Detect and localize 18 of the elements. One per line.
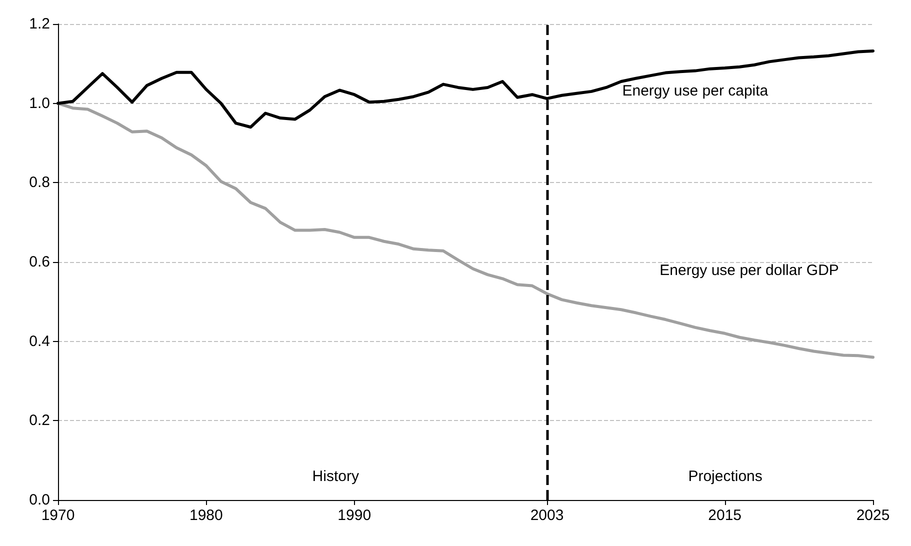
y-tick-label: 0.0: [29, 492, 50, 508]
y-tick-label: 1.0: [29, 94, 50, 112]
text: Energy use per dollar GDP: [660, 262, 839, 280]
series-label: Energy use per capita: [622, 82, 769, 100]
x-tick-label: 2003: [530, 507, 564, 524]
y-tick-label: 0.8: [29, 174, 50, 192]
x-tick-label: 1990: [338, 507, 372, 524]
annotation: History: [312, 468, 360, 486]
x-tick-label: 1970: [41, 507, 75, 524]
x-tick-label: 2025: [856, 507, 890, 524]
y-tick-label: 0.6: [29, 254, 50, 270]
y-tick-label: 0.4: [29, 332, 50, 350]
annotation: Projections: [688, 468, 762, 486]
y-tick-label: 1.2: [29, 16, 50, 32]
y-tick-label: 0.2: [29, 412, 50, 430]
x-tick-label: 2015: [708, 507, 742, 524]
line-series: [56, 102, 874, 359]
x-tick-label: 1980: [189, 507, 223, 524]
